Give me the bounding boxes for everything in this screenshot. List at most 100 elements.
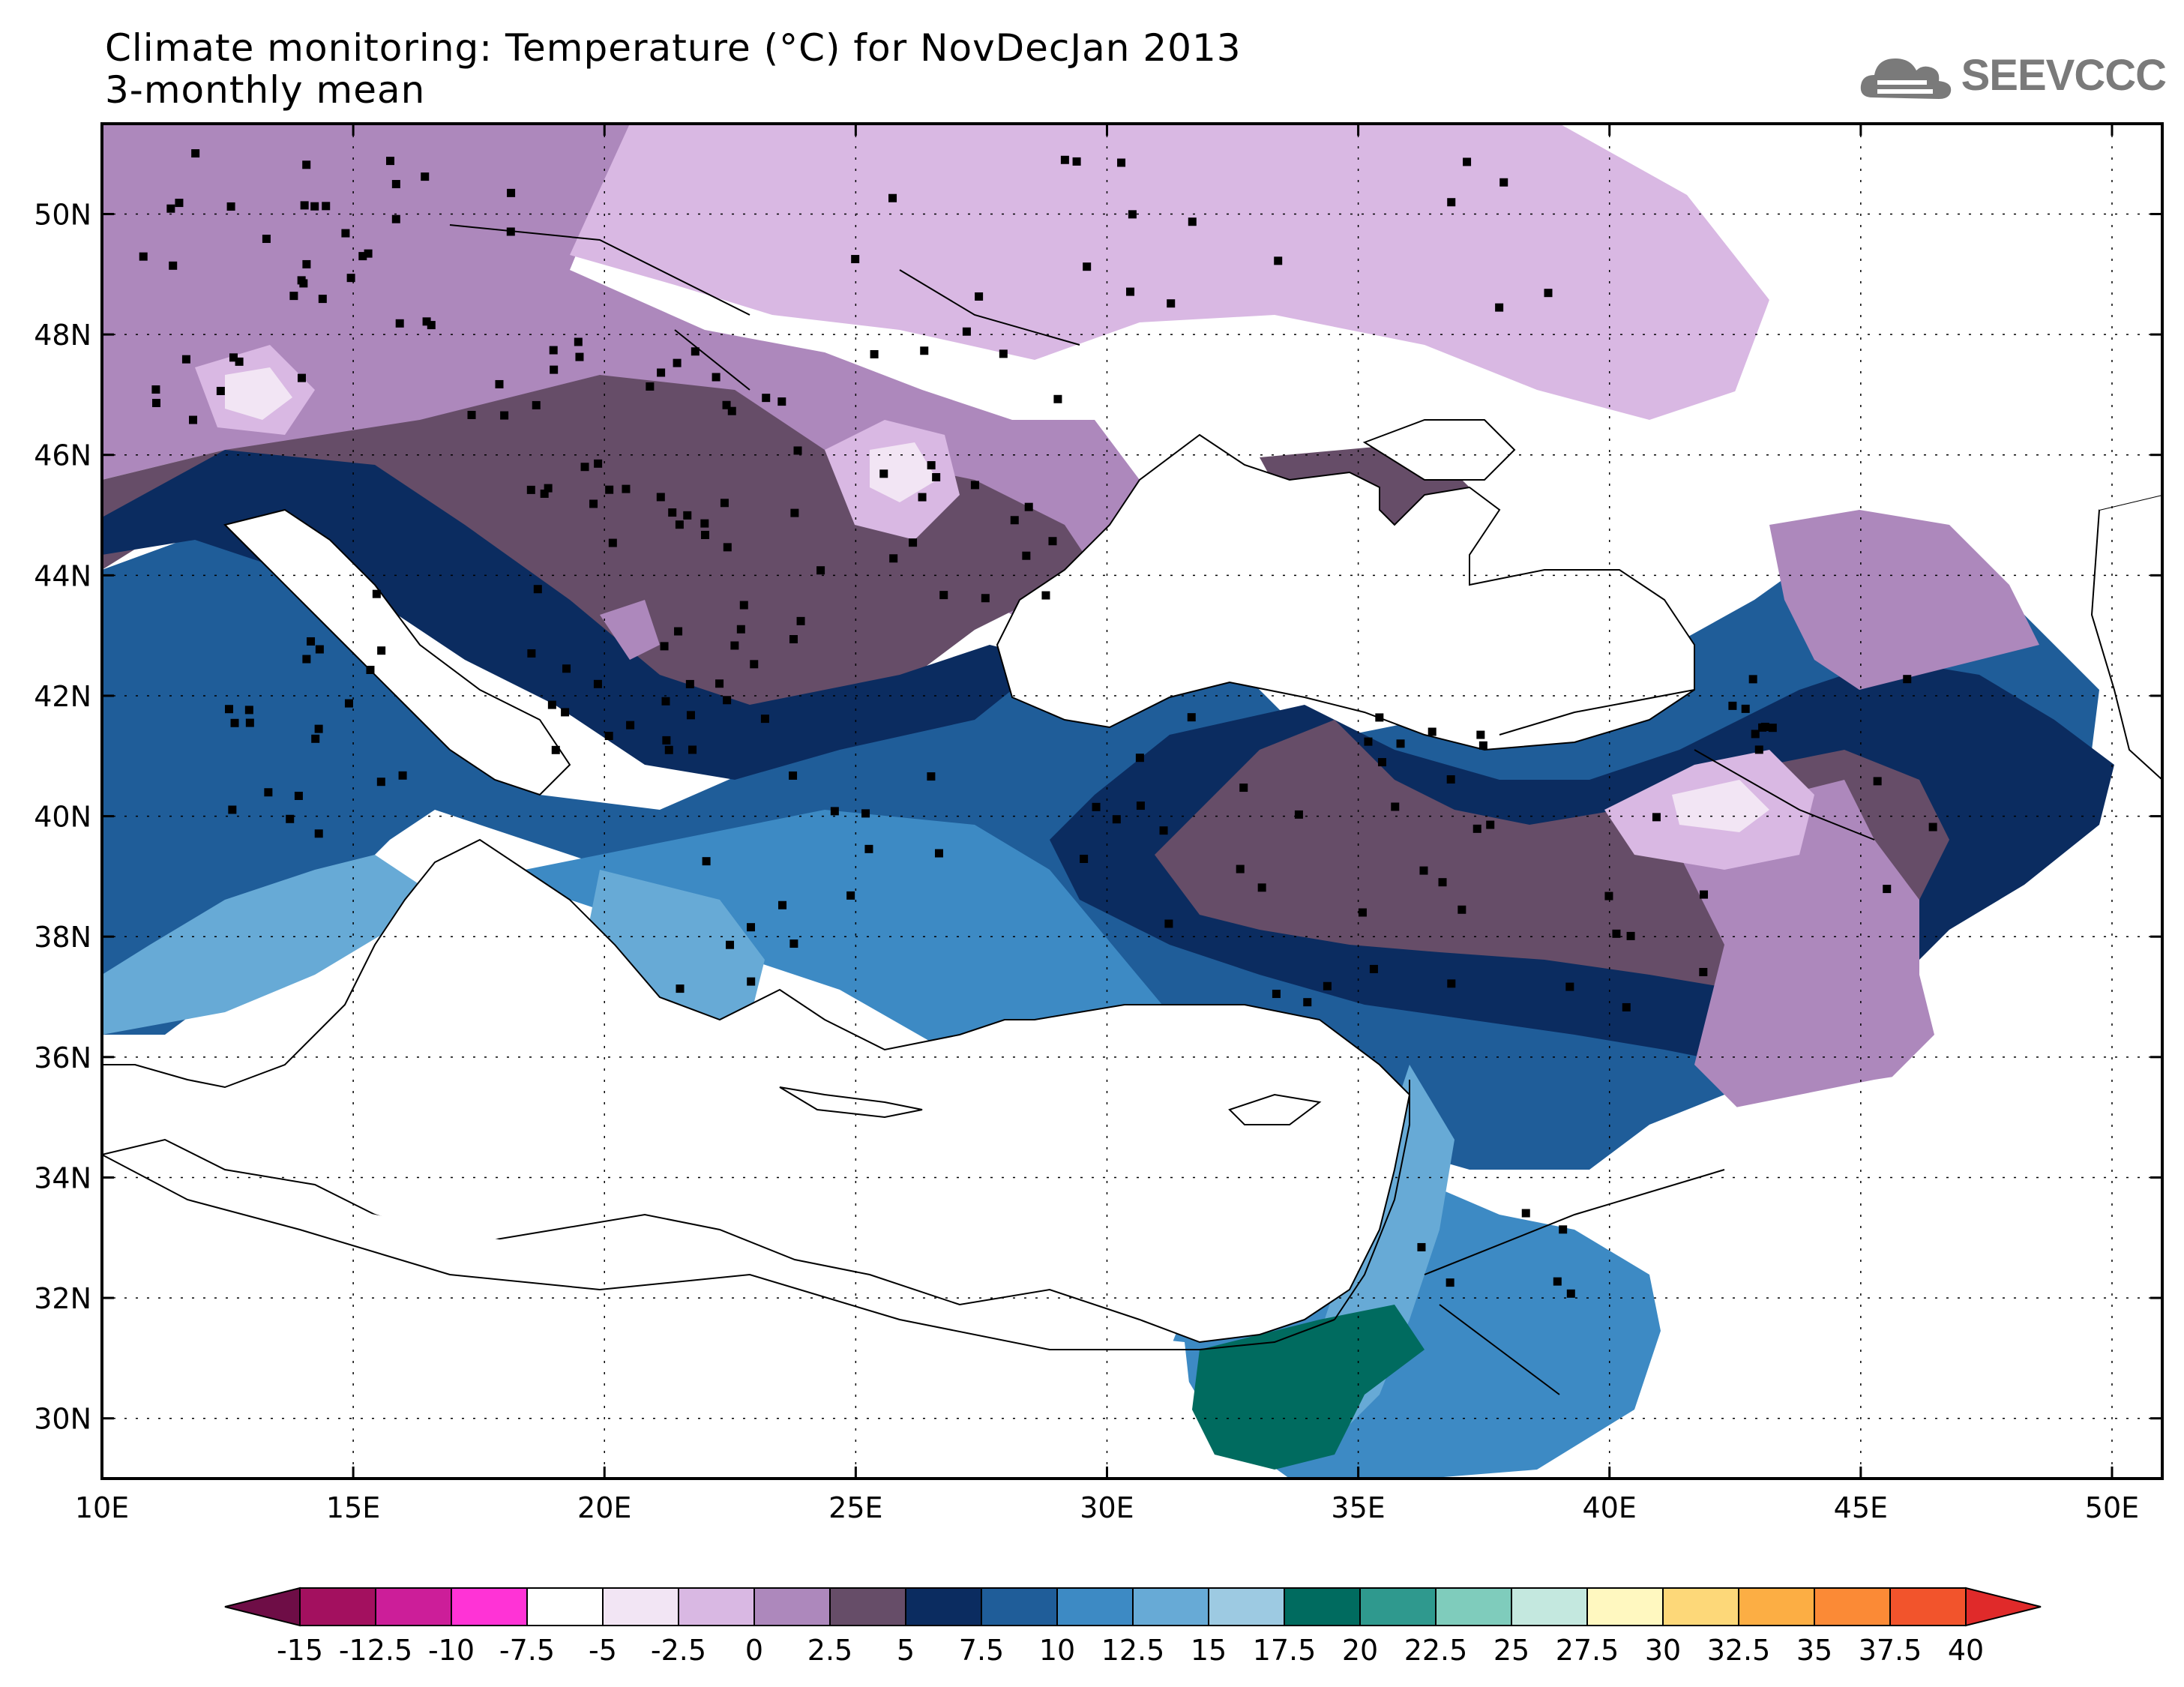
lon-label: 15E [326,1491,380,1524]
lat-label: 48N [34,319,91,352]
station-marker [673,358,682,367]
colorbar-label: 7.5 [959,1634,1004,1667]
sea-of-azov [1362,419,1516,481]
colorbar-swatch [602,1587,679,1626]
station-marker [816,566,825,575]
colorbar-swatch [1814,1587,1891,1626]
station-marker [662,736,671,745]
station-marker [604,732,613,741]
lat-label: 30N [34,1403,91,1436]
station-marker [715,679,724,688]
station-marker [1022,551,1031,560]
station-marker [760,715,769,724]
station-marker [549,346,558,355]
station-marker [723,696,732,705]
colorbar-label: 15 [1191,1634,1227,1667]
station-marker [1873,777,1882,786]
station-marker [1463,157,1472,166]
station-marker [318,295,327,304]
latitude-labels: 50N 48N 46N 44N 42N 40N 38N 36N 34N 32N 30N [34,198,91,1435]
lat-label: 38N [34,921,91,954]
longitude-labels: 10E 15E 20E 25E 30E 35E 40E 45E 50E [75,1491,2139,1524]
station-marker [151,385,160,394]
station-marker [310,202,319,211]
station-marker [1419,866,1428,875]
station-marker [302,160,311,169]
station-marker [1499,178,1508,187]
caspian-sea [2090,493,2163,782]
station-marker [962,327,971,336]
colorbar-swatch [829,1587,906,1626]
station-marker [790,508,799,517]
station-marker [527,649,536,658]
logo-text: SEEVCCC [1961,50,2167,100]
station-marker [686,711,695,720]
station-marker [562,664,571,673]
station-marker [1754,745,1763,754]
station-marker [297,276,306,285]
station-marker [1566,1289,1575,1298]
station-marker [1159,826,1168,835]
station-marker [909,538,918,547]
station-marker [747,923,756,932]
station-marker [1626,931,1635,940]
colorbar-label: 10 [1039,1634,1075,1667]
station-marker [500,411,509,420]
station-marker [1447,979,1456,988]
station-marker [1700,890,1709,899]
station-marker [341,229,350,238]
colorbar-label: 0 [745,1634,763,1667]
station-marker [1358,908,1367,917]
station-marker [226,202,235,211]
station-marker [286,814,295,823]
colorbar-swatch [1738,1587,1815,1626]
station-marker [1369,964,1378,973]
lat-label: 44N [34,559,91,592]
station-marker [307,637,316,646]
station-marker [561,708,570,717]
station-marker [660,642,669,651]
station-marker [229,353,238,362]
station-marker [302,655,311,664]
colorbar-swatch [1132,1587,1209,1626]
station-marker [294,791,303,800]
station-marker [675,520,684,529]
lat-label: 36N [34,1041,91,1074]
colorbar-high-arrow [1965,1587,2042,1627]
station-marker [1544,289,1553,298]
station-marker [593,679,602,688]
station-marker [1559,1225,1568,1234]
station-marker [608,538,617,547]
station-marker [975,292,984,301]
station-marker [683,511,692,520]
temperature-band-minus5-minus2.5 [1672,780,1769,832]
station-marker [1553,1277,1562,1286]
station-marker [762,394,771,403]
temperature-band-0-2.5 [600,600,660,660]
station-marker [540,489,549,498]
station-marker [981,594,990,603]
levant-coast [1334,1080,1410,1320]
station-marker [1478,741,1487,750]
station-marker [1768,724,1777,733]
station-marker [920,346,929,355]
station-marker [1446,1278,1455,1287]
station-marker [1239,784,1248,793]
station-marker [700,530,709,539]
station-marker [1323,981,1332,990]
station-marker [230,718,239,727]
station-marker [1236,864,1245,873]
station-marker [1167,299,1176,308]
colorbar-swatch [905,1587,982,1626]
station-marker [1041,591,1050,600]
station-marker [1476,730,1485,739]
colorbar-label: 37.5 [1859,1634,1922,1667]
colorbar-swatch [1662,1587,1739,1626]
station-marker [1457,905,1466,914]
station-marker [1521,1209,1530,1218]
colorbar-label: 30 [1645,1634,1681,1667]
colorbar-label: 5 [897,1634,915,1667]
temperature-band-minus5-minus2.5 [225,367,292,420]
colorbar-swatch [1511,1587,1588,1626]
station-marker [344,699,353,708]
